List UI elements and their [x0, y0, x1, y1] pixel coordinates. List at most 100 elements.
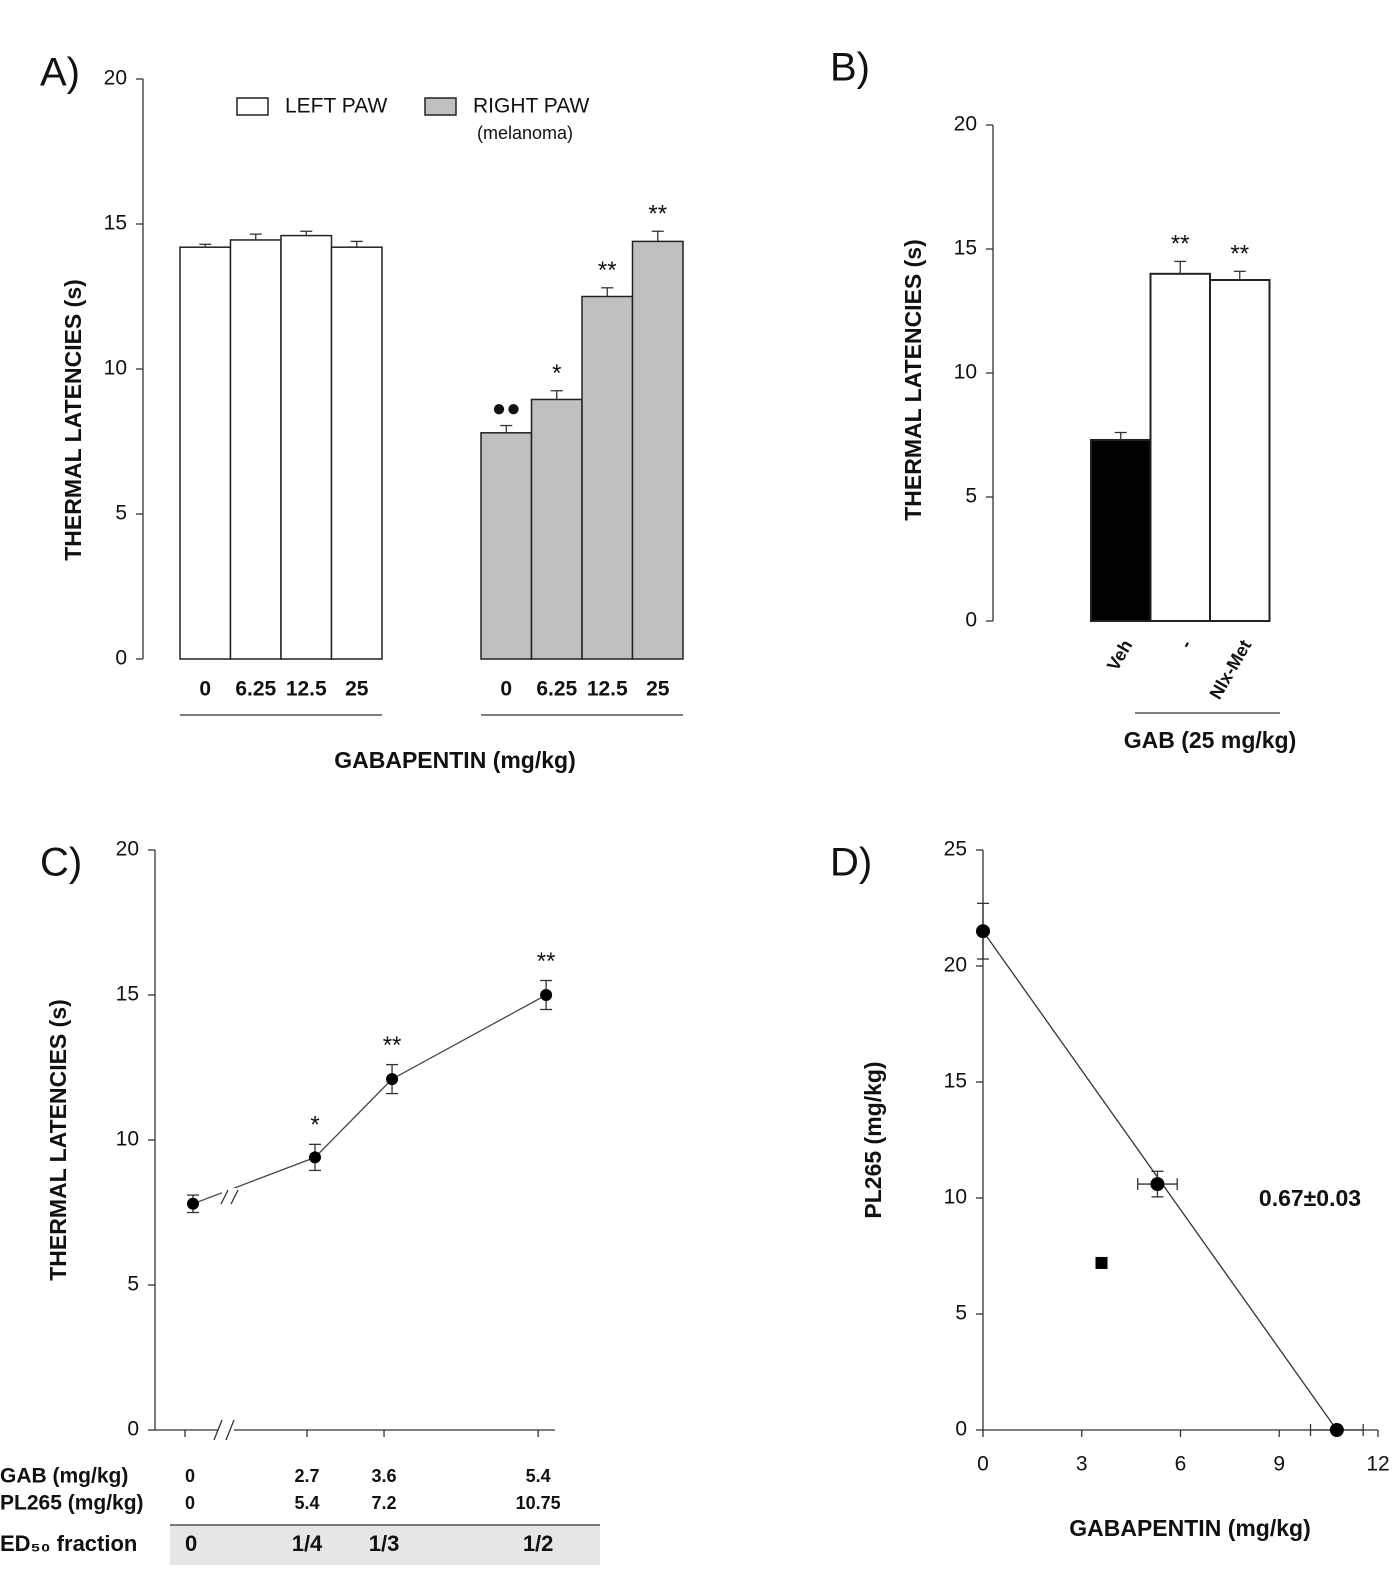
y-tick-label: 10: [116, 1128, 139, 1151]
legend-label: LEFT PAW: [285, 95, 387, 118]
significance-label: **: [598, 257, 617, 284]
x-tick-label: 25: [345, 678, 369, 701]
table-cell: 1/4: [292, 1531, 323, 1556]
x-tick-label: Nlx-Met: [1205, 636, 1255, 702]
bar: [229, 239, 282, 660]
panel-label: D): [830, 841, 872, 885]
y-tick-label: 20: [116, 838, 139, 861]
y-tick-label: 25: [944, 838, 967, 861]
table-cell: 5.4: [294, 1493, 319, 1513]
bar: [179, 246, 232, 660]
table-cell: 0: [185, 1493, 195, 1513]
y-tick-label: 20: [954, 113, 977, 136]
point: [386, 1073, 399, 1086]
table-cell: 0: [185, 1466, 195, 1486]
x-tick-label: 6.25: [235, 678, 276, 701]
bar: [480, 432, 533, 660]
x-tick-label: Veh: [1103, 636, 1136, 674]
table-cell: 10.75: [516, 1493, 561, 1513]
legend-note: (melanoma): [477, 123, 573, 143]
point: [309, 1151, 321, 1164]
point: [540, 989, 553, 1001]
bar: [330, 246, 383, 660]
x-tick-label: 12.5: [587, 678, 628, 701]
y-tick-label: 15: [116, 983, 139, 1006]
table-row-label: GAB (mg/kg): [0, 1465, 128, 1488]
y-axis-label: PL265 (mg/kg): [860, 1061, 886, 1218]
x-tick-label: 12: [1366, 1453, 1389, 1476]
significance-label: **: [648, 201, 667, 228]
group-label: GAB (25 mg/kg): [1124, 727, 1297, 753]
y-tick-label: 5: [127, 1273, 139, 1296]
x-tick-label: -: [1176, 636, 1196, 651]
table-cell: 7.2: [372, 1493, 397, 1513]
y-tick-label: 0: [115, 647, 127, 670]
y-axis-label: THERMAL LATENCIES (s): [60, 279, 86, 561]
significance-label: **: [383, 1032, 402, 1059]
table-cell: 1/2: [523, 1531, 554, 1556]
y-tick-label: 0: [965, 609, 977, 632]
y-tick-label: 0: [127, 1418, 139, 1441]
significance-label: **: [1171, 231, 1190, 258]
x-tick-label: 3: [1076, 1453, 1088, 1476]
table-shade: [170, 1525, 600, 1565]
bar: [1209, 279, 1271, 622]
significance-label: *: [310, 1112, 319, 1139]
legend-swatch: [236, 97, 269, 116]
x-tick-label: 12.5: [286, 678, 327, 701]
y-tick-label: 5: [115, 502, 127, 525]
bar: [1090, 438, 1152, 622]
y-tick-label: 10: [104, 357, 127, 380]
panel-label: A): [40, 51, 80, 95]
data-line: [192, 994, 547, 1205]
point: [976, 924, 990, 939]
y-tick-label: 10: [944, 1186, 967, 1209]
y-tick-label: 20: [104, 67, 127, 90]
x-tick-label: 6.25: [536, 678, 577, 701]
table-cell: 0: [185, 1531, 197, 1556]
x-tick-label: 6: [1175, 1453, 1187, 1476]
x-tick-label: 9: [1273, 1453, 1285, 1476]
y-tick-label: 20: [944, 954, 967, 977]
legend-swatch: [424, 97, 457, 116]
point: [1329, 1423, 1344, 1437]
table-row-label: ED₅₀ fraction: [0, 1531, 137, 1556]
significance-label: ●●: [492, 395, 521, 422]
x-tick-label: 25: [646, 678, 670, 701]
bar: [1149, 272, 1211, 622]
axis-break: [213, 1419, 235, 1441]
significance-label: **: [1230, 241, 1249, 268]
table-cell: 3.6: [372, 1466, 397, 1486]
y-axis-label: THERMAL LATENCIES (s): [900, 239, 926, 521]
x-axis-label: GABAPENTIN (mg/kg): [1069, 1515, 1311, 1541]
y-tick-label: 15: [944, 1070, 967, 1093]
x-axis-label: GABAPENTIN (mg/kg): [334, 747, 576, 773]
y-tick-label: 15: [104, 212, 127, 235]
panel-label: C): [40, 841, 82, 885]
legend-label: RIGHT PAW: [473, 95, 589, 118]
bar: [581, 295, 634, 660]
bar: [631, 240, 684, 660]
y-tick-label: 5: [965, 485, 977, 508]
bar: [530, 398, 583, 660]
y-tick-label: 0: [955, 1418, 967, 1441]
combination-point: [1095, 1256, 1108, 1269]
table-cell: 1/3: [369, 1531, 400, 1556]
x-tick-label: 0: [199, 678, 211, 701]
x-tick-label: 0: [977, 1453, 989, 1476]
table-cell: 5.4: [526, 1466, 551, 1486]
point: [1150, 1177, 1165, 1192]
ratio-annotation: 0.67±0.03: [1259, 1185, 1361, 1211]
significance-label: **: [537, 948, 556, 975]
bar: [280, 234, 333, 660]
panel-label: B): [830, 46, 870, 90]
y-axis-label: THERMAL LATENCIES (s): [45, 999, 71, 1281]
significance-label: *: [552, 360, 561, 387]
table-row-label: PL265 (mg/kg): [0, 1492, 144, 1515]
x-tick-label: 0: [500, 678, 512, 701]
line-break-gap: [222, 1188, 236, 1202]
table-cell: 2.7: [294, 1466, 319, 1486]
point: [187, 1197, 199, 1210]
y-tick-label: 15: [954, 237, 977, 260]
